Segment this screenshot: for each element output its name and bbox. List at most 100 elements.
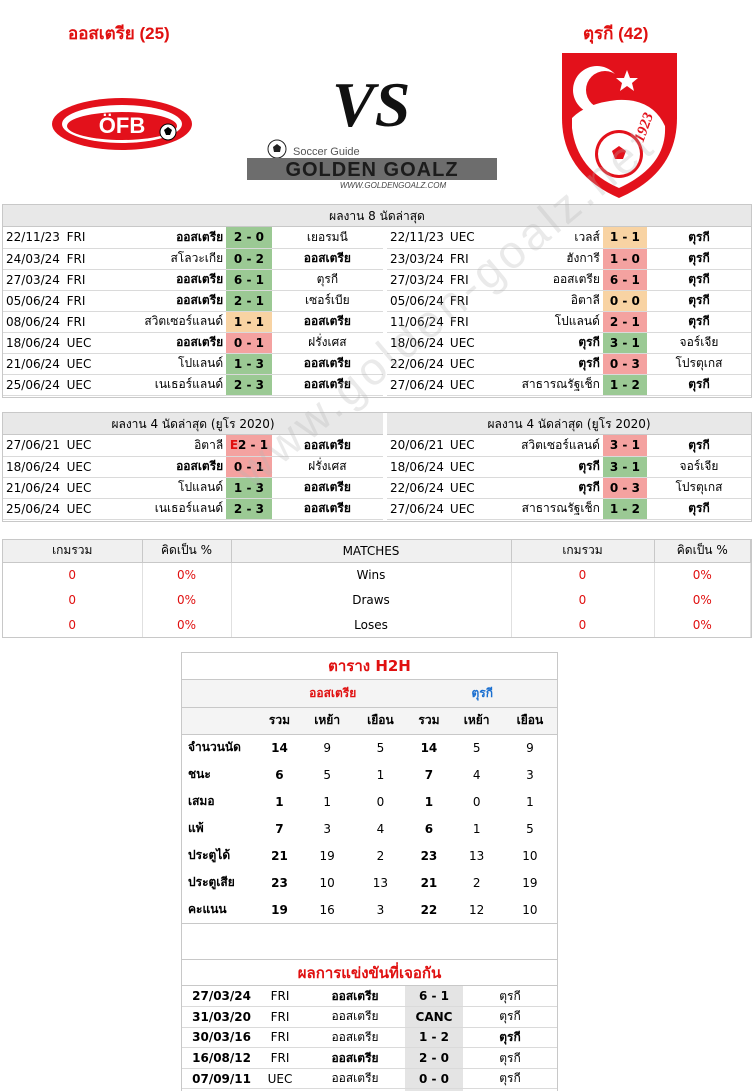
stats-label: Draws: [231, 587, 512, 612]
match-row: 24/03/24 FRI สโลวะเกีย 0 - 2 ออสเตรีย: [3, 248, 383, 270]
h2h-value: 21: [271, 848, 288, 863]
match-competition: FRI: [63, 311, 95, 333]
result-date: 31/03/20: [182, 1006, 255, 1028]
match-away-team: ออสเตรีย: [271, 498, 383, 520]
score-value: 2 - 1: [233, 293, 264, 308]
match-home-team: ออสเตรีย: [94, 456, 227, 478]
match-row: 18/06/24 UEC ตุรกี 3 - 1 จอร์เจีย: [387, 332, 751, 354]
h2h-result-row: 16/08/12 FRI ออสเตรีย 2 - 0 ตุรกี: [182, 1047, 557, 1069]
result-competition: UEC: [255, 1088, 305, 1091]
result-away-team: ตุรกี: [463, 1047, 557, 1069]
match-home-team: สวิตเซอร์แลนด์: [477, 435, 603, 457]
score-value: 6 - 1: [233, 272, 264, 287]
h2h-value: 14: [271, 740, 288, 755]
match-score: E2 - 1: [226, 435, 272, 457]
h2h-value: 10: [319, 875, 335, 890]
match-home-team: ฮังการี: [477, 248, 603, 270]
away-total: 0: [511, 587, 655, 612]
h2h-value: 1: [424, 794, 434, 809]
match-score: 0 - 0: [602, 290, 647, 312]
result-away-team: ตุรกี: [463, 986, 557, 1008]
score-value: 0 - 1: [233, 335, 264, 350]
score-value: 3 - 1: [609, 335, 640, 350]
score-value: 2 - 3: [233, 377, 264, 392]
match-home-team: ออสเตรีย: [94, 227, 227, 249]
h2h-row: แพ้ 7 3 4 6 1 5: [182, 815, 557, 842]
match-home-team: โปแลนด์: [477, 311, 603, 333]
match-date: 27/03/24: [3, 269, 64, 291]
h2h-result-row: 31/03/20 FRI ออสเตรีย CANC ตุรกี: [182, 1006, 557, 1028]
last4-home: ผลงาน 4 นัดล่าสุด (ยูโร 2020) 27/06/21 UE…: [3, 413, 383, 520]
match-away-team: ตุรกี: [646, 248, 751, 270]
h2h-row-label: เสมอ: [188, 794, 215, 808]
away-percent: 0%: [654, 562, 751, 587]
match-away-team: จอร์เจีย: [646, 332, 751, 354]
stats-label: Wins: [231, 562, 512, 587]
match-score: 0 - 3: [602, 477, 647, 499]
oefb-logo-text: ÖFB: [99, 113, 145, 138]
match-score: 3 - 1: [602, 435, 647, 457]
stats-label: Loses: [231, 612, 512, 637]
match-away-team: ฝรั่งเศส: [271, 456, 383, 478]
last8-panel: ผลงาน 8 นัดล่าสุด 22/11/23 FRI ออสเตรีย 2 -…: [2, 204, 752, 398]
h2h-row: เสมอ 1 1 0 1 0 1: [182, 788, 557, 815]
match-competition: FRI: [63, 290, 95, 312]
match-away-team: ตุรกี: [646, 311, 751, 333]
match-competition: UEC: [446, 227, 478, 249]
match-date: 05/06/24: [3, 290, 64, 312]
h2h-value: 23: [420, 848, 438, 863]
last8-title: ผลงาน 8 นัดล่าสุด: [3, 205, 751, 227]
h2h-value: 13: [469, 848, 485, 863]
match-row: 08/06/24 FRI สวิตเซอร์แลนด์ 1 - 1 ออสเตรีย: [3, 311, 383, 333]
match-score: 1 - 1: [226, 311, 272, 333]
match-competition: FRI: [446, 248, 478, 270]
result-home-team: ตุรกี: [305, 1088, 405, 1091]
match-home-team: สวิตเซอร์แลนด์: [94, 311, 227, 333]
match-date: 18/06/24: [3, 456, 64, 478]
match-home-team: เนเธอร์แลนด์: [94, 374, 227, 396]
match-score: 2 - 1: [226, 290, 272, 312]
h2h-result-row: 07/09/11 UEC ออสเตรีย 0 - 0 ตุรกี: [182, 1068, 557, 1090]
match-row: 20/06/21 UEC สวิตเซอร์แลนด์ 3 - 1 ตุรกี: [387, 435, 751, 457]
last4-panel: ผลงาน 4 นัดล่าสุด (ยูโร 2020) 27/06/21 UE…: [2, 412, 752, 522]
match-away-team: โปรตุเกส: [646, 477, 751, 499]
match-score: 6 - 1: [226, 269, 272, 291]
match-score: 1 - 1: [602, 227, 647, 249]
away-total: 0: [511, 612, 655, 637]
brand-main: GOLDEN GOALZ: [285, 159, 458, 181]
match-score: 2 - 0: [226, 227, 272, 249]
match-competition: UEC: [63, 332, 95, 354]
h2h-row-label: คะแนน: [188, 902, 227, 916]
match-home-team: ตุรกี: [477, 332, 603, 354]
match-competition: UEC: [63, 477, 95, 499]
score-value: 2 - 1: [609, 314, 640, 329]
match-row: 05/06/24 FRI อิตาลี 0 - 0 ตุรกี: [387, 290, 751, 312]
match-date: 21/06/24: [3, 477, 64, 499]
h2h-row-label: ประตูได้: [188, 848, 231, 862]
score-value: 1 - 3: [233, 480, 264, 495]
result-competition: UEC: [255, 1068, 305, 1090]
match-date: 27/06/21: [3, 435, 64, 457]
match-date: 23/03/24: [387, 248, 447, 270]
match-competition: UEC: [446, 456, 478, 478]
away-total: 0: [511, 562, 655, 587]
h2h-value: 1: [472, 821, 481, 836]
h2h-value: 21: [420, 875, 438, 890]
stats-header: คิดเป็น %: [142, 540, 232, 563]
score-value: 2 - 0: [233, 230, 264, 245]
match-home-team: เวลส์: [477, 227, 603, 249]
match-competition: UEC: [446, 477, 478, 499]
match-home-team: อิตาลี: [94, 435, 227, 457]
match-away-team: จอร์เจีย: [646, 456, 751, 478]
match-date: 18/06/24: [387, 332, 447, 354]
h2h-value: 7: [424, 767, 434, 782]
home-team-title: ออสเตรีย (25): [68, 24, 170, 43]
stats-header: MATCHES: [231, 540, 512, 563]
match-away-team: เยอรมนี: [271, 227, 383, 249]
result-home-team: ออสเตรีย: [305, 986, 405, 1008]
match-home-team: ออสเตรีย: [94, 269, 227, 291]
h2h-value: 13: [372, 875, 389, 890]
match-away-team: โปรตุเกส: [646, 353, 751, 375]
last4-away: ผลงาน 4 นัดล่าสุด (ยูโร 2020) 20/06/21 UE…: [387, 413, 751, 520]
last8-home: 22/11/23 FRI ออสเตรีย 2 - 0 เยอรมนี 24/03/24 F…: [3, 227, 383, 396]
